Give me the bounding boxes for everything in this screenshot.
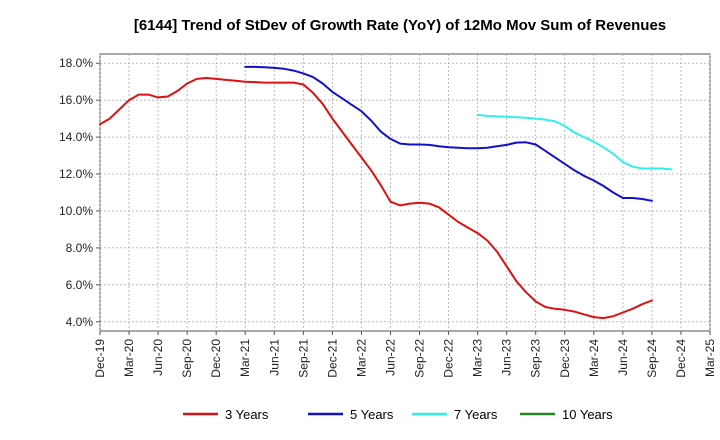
x-tick-label: Jun-21 bbox=[267, 339, 281, 376]
x-tick-label: Sep-22 bbox=[413, 339, 427, 378]
x-tick-label: Mar-23 bbox=[471, 339, 485, 377]
grid-lines bbox=[99, 54, 711, 331]
x-tick-label: Sep-24 bbox=[645, 339, 659, 378]
y-tick-label: 16.0% bbox=[59, 93, 93, 107]
series-line-7-years bbox=[476, 113, 673, 171]
x-tick-label: Sep-23 bbox=[529, 339, 543, 378]
series-line-5-years bbox=[244, 65, 653, 202]
x-tick-label: Mar-24 bbox=[587, 339, 601, 377]
x-tick-label: Mar-25 bbox=[703, 339, 717, 377]
y-tick-label: 6.0% bbox=[66, 278, 94, 292]
series-lines bbox=[99, 65, 673, 320]
x-tick-label: Sep-20 bbox=[180, 339, 194, 378]
y-tick-label: 10.0% bbox=[59, 204, 93, 218]
x-tick-label: Jun-24 bbox=[616, 339, 630, 376]
legend: 3 Years 5 Years 7 Years 10 Years bbox=[183, 407, 613, 422]
y-tick-label: 4.0% bbox=[66, 315, 94, 329]
x-tick-label: Mar-21 bbox=[238, 339, 252, 377]
x-tick-label: Dec-19 bbox=[93, 339, 107, 378]
y-tick-label: 8.0% bbox=[66, 241, 94, 255]
x-tick-label: Jun-23 bbox=[500, 339, 514, 376]
legend-label: 3 Years bbox=[225, 407, 269, 422]
x-tick-label: Dec-21 bbox=[325, 339, 339, 378]
chart-title: [6144] Trend of StDev of Growth Rate (Yo… bbox=[134, 17, 666, 34]
y-tick-label: 12.0% bbox=[59, 167, 93, 181]
plot-area bbox=[99, 53, 711, 332]
legend-label: 7 Years bbox=[454, 407, 498, 422]
y-tick-label: 18.0% bbox=[59, 56, 93, 70]
x-tick-label: Dec-23 bbox=[558, 339, 572, 378]
y-axis-ticks: 4.0% 6.0% 8.0% 10.0% 12.0% 14.0% 16.0% 18.0% bbox=[59, 56, 100, 329]
series-line-3-years bbox=[99, 77, 653, 320]
x-tick-label: Jun-20 bbox=[151, 339, 165, 376]
x-tick-label: Mar-20 bbox=[122, 339, 136, 377]
legend-label: 5 Years bbox=[350, 407, 394, 422]
x-tick-label: Dec-20 bbox=[209, 339, 223, 378]
x-tick-label: Dec-22 bbox=[442, 339, 456, 378]
x-tick-label: Jun-22 bbox=[383, 339, 397, 376]
y-tick-label: 14.0% bbox=[59, 130, 93, 144]
x-tick-label: Mar-22 bbox=[354, 339, 368, 377]
x-tick-label: Dec-24 bbox=[674, 339, 688, 378]
x-tick-label: Sep-21 bbox=[296, 339, 310, 378]
legend-label: 10 Years bbox=[562, 407, 613, 422]
x-axis-ticks: Dec-19 Mar-20 Jun-20 Sep-20 Dec-20 Mar-21 Jun-… bbox=[93, 331, 717, 378]
